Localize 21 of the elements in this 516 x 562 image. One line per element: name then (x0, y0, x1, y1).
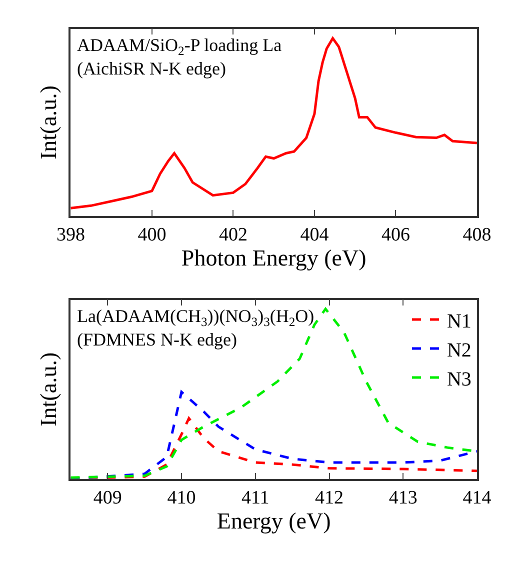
legend-label: N3 (446, 368, 472, 390)
x-tick-label: 412 (315, 487, 344, 508)
y-axis-title: Int(a.u.) (36, 352, 61, 426)
x-tick-label: 400 (138, 224, 166, 246)
legend-label: N1 (446, 310, 472, 332)
x-tick-label: 409 (93, 487, 122, 508)
x-tick-label: 408 (462, 224, 492, 246)
x-axis-title: Photon Energy (eV) (181, 246, 366, 271)
x-axis-title: Energy (eV) (216, 508, 331, 534)
legend-label: N2 (446, 339, 472, 362)
x-tick-label: 398 (56, 224, 85, 246)
chart-title: La(ADAAM(CH$_{3}$))(NO$_{3}$)$_{3}$(H$_{2}$O) (FDMNES N-K edge) (77, 306, 314, 350)
x-tick-label: 406 (381, 224, 410, 246)
x-tick-label: 414 (462, 487, 492, 508)
text: ADAAM/SiO$_{2}$-P loading La (AichiSR N-K edge) (77, 35, 282, 78)
y-axis-title: Int(a.u.) (36, 85, 61, 160)
x-tick-label: 404 (300, 224, 330, 246)
x-tick-label: 402 (218, 224, 248, 246)
x-tick-label: 413 (388, 487, 418, 508)
x-tick-label: 410 (167, 487, 196, 508)
x-tick-label: 411 (241, 487, 270, 508)
